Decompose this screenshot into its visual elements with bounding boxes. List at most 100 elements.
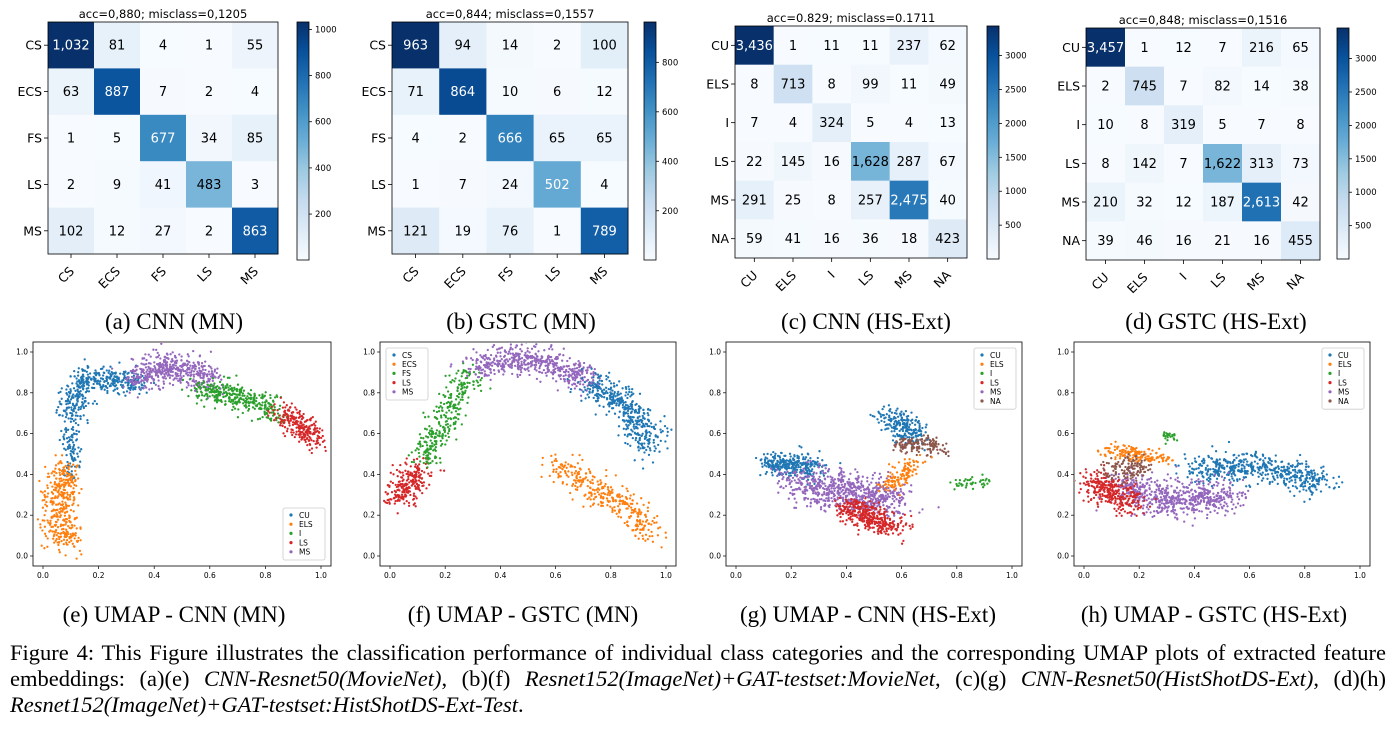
data-point: [140, 368, 143, 372]
data-point: [610, 395, 613, 399]
data-point: [607, 376, 610, 379]
data-point: [592, 381, 595, 384]
data-point: [640, 442, 644, 445]
data-point: [622, 419, 626, 422]
matrix-cell-value: 8: [828, 78, 836, 93]
data-point: [185, 380, 189, 384]
data-point: [221, 386, 225, 389]
data-point: [523, 367, 526, 371]
matrix-cell: [580, 207, 629, 255]
data-point: [231, 402, 234, 405]
data-point: [471, 363, 475, 366]
data-point: [617, 393, 621, 396]
data-point: [551, 373, 555, 376]
data-point: [482, 357, 485, 360]
data-point: [66, 497, 69, 500]
data-point: [447, 409, 451, 412]
data-point: [310, 439, 313, 442]
data-point: [545, 358, 549, 361]
data-point: [138, 376, 141, 380]
data-point: [857, 494, 860, 497]
data-point: [569, 387, 573, 391]
matrix-cell: [1164, 221, 1204, 261]
y-tick-label: I: [725, 115, 729, 130]
data-point: [194, 368, 197, 371]
data-point: [630, 407, 634, 410]
data-point: [596, 387, 599, 390]
matrix-cell: [186, 114, 233, 162]
data-point: [146, 380, 149, 383]
data-point: [584, 476, 588, 479]
data-point: [389, 480, 392, 483]
data-point: [58, 507, 62, 511]
data-point: [291, 433, 294, 437]
data-point: [503, 365, 506, 368]
data-point: [462, 368, 465, 372]
data-point: [611, 389, 614, 392]
data-point: [55, 533, 58, 537]
data-point: [914, 428, 918, 432]
data-point: [142, 368, 145, 372]
matrix-cell-value: 1,628: [852, 155, 889, 170]
data-point: [546, 368, 550, 372]
data-point: [600, 395, 604, 398]
data-point: [908, 436, 911, 439]
data-point: [317, 435, 321, 439]
data-point: [902, 413, 906, 416]
data-point: [85, 381, 88, 384]
data-point: [122, 391, 125, 394]
data-point: [460, 382, 463, 385]
data-point: [297, 424, 300, 427]
data-point: [273, 419, 276, 422]
data-point: [68, 526, 71, 530]
matrix-cell: [94, 68, 141, 116]
data-point: [583, 375, 586, 379]
data-point: [49, 519, 52, 522]
data-point: [924, 431, 927, 434]
data-point: [196, 382, 199, 385]
matrix-cell: [1203, 182, 1243, 222]
data-point: [633, 411, 637, 414]
data-point: [301, 431, 304, 434]
data-point: [451, 378, 454, 382]
data-point: [397, 498, 400, 501]
data-point: [785, 459, 788, 462]
data-point: [540, 475, 543, 479]
data-point: [204, 368, 207, 372]
data-point: [402, 474, 405, 477]
data-point: [408, 473, 412, 477]
data-point: [900, 417, 904, 420]
data-point: [499, 359, 502, 363]
data-point: [438, 430, 441, 433]
data-point: [177, 379, 180, 382]
data-point: [900, 495, 904, 499]
data-point: [268, 418, 272, 421]
data-point: [569, 390, 572, 394]
data-point: [63, 481, 66, 484]
data-point: [60, 461, 63, 465]
data-point: [321, 440, 325, 444]
data-point: [73, 524, 76, 527]
data-point: [596, 480, 599, 483]
legend-label: ECS: [402, 360, 417, 369]
data-point: [245, 405, 248, 409]
data-point: [282, 415, 285, 419]
colorbar-tick-label: 200: [662, 207, 678, 217]
data-point: [468, 381, 471, 385]
y-tick-label: ECS: [361, 84, 386, 99]
data-point: [905, 415, 909, 418]
data-point: [625, 507, 628, 510]
data-point: [613, 509, 617, 512]
matrix-cell: [773, 180, 813, 220]
matrix-cell-value: 2,475: [890, 194, 927, 209]
data-point: [58, 535, 62, 539]
data-point: [909, 509, 912, 513]
data-point: [630, 405, 634, 408]
data-point: [408, 486, 411, 490]
data-point: [66, 471, 69, 475]
data-point: [911, 421, 914, 425]
data-point: [162, 382, 166, 385]
matrix-cell-value: 963: [403, 39, 428, 54]
data-point: [214, 385, 218, 389]
data-point: [215, 390, 218, 393]
